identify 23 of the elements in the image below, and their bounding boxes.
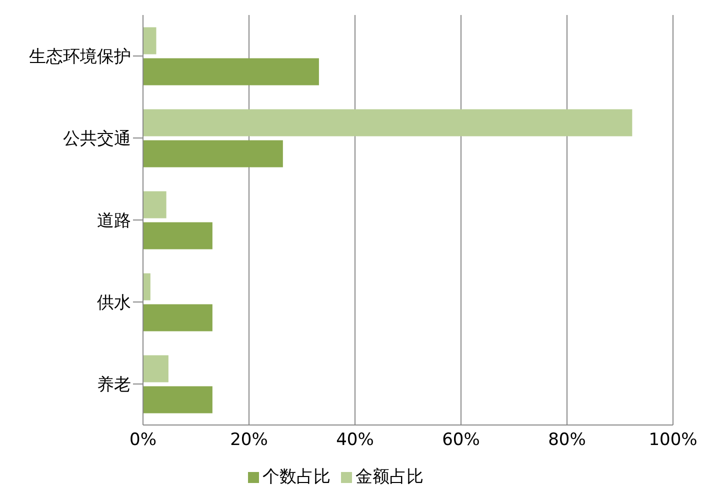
x-tick-label: 40% (336, 430, 374, 450)
y-tick-label: 养老 (97, 375, 131, 396)
bar (143, 273, 150, 300)
bar (143, 58, 319, 86)
y-tick-label: 供水 (97, 293, 131, 314)
legend-label: 个数占比 (262, 467, 330, 487)
bar (143, 140, 283, 168)
y-tick-label: 公共交通 (63, 129, 131, 150)
x-tick-label: 20% (230, 430, 268, 450)
bar (143, 109, 632, 136)
bar (143, 386, 212, 414)
x-tick-label: 100% (648, 430, 698, 450)
bar (143, 191, 166, 218)
y-tick-label: 道路 (97, 211, 131, 232)
bar (143, 27, 156, 54)
x-tick-label: 60% (442, 430, 480, 450)
x-tick-label: 80% (548, 430, 586, 450)
bar (143, 222, 212, 250)
bar (143, 355, 168, 382)
legend-label: 金额占比 (356, 467, 424, 487)
x-tick-label: 0% (130, 430, 156, 450)
y-tick-label: 生态环境保护 (29, 47, 131, 68)
bar (143, 304, 212, 332)
